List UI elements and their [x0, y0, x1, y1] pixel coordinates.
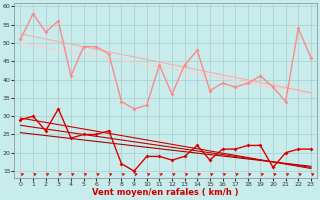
X-axis label: Vent moyen/en rafales ( km/h ): Vent moyen/en rafales ( km/h ): [92, 188, 239, 197]
